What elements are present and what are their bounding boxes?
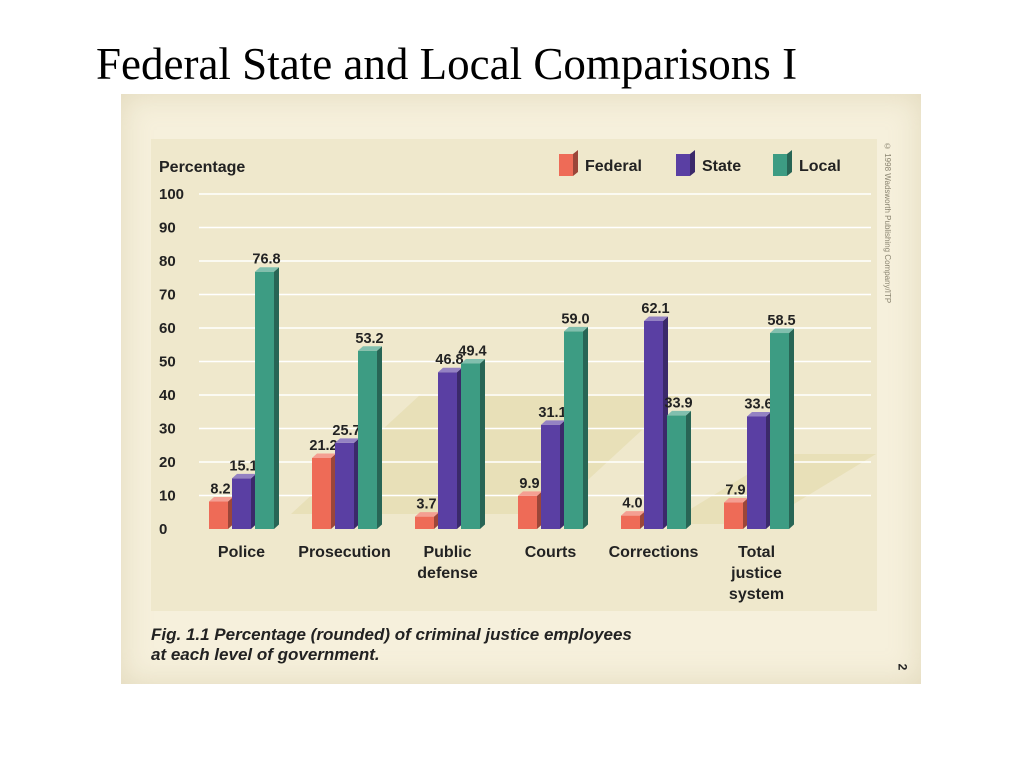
bar-federal [621, 511, 645, 529]
category-label: Prosecution [298, 544, 390, 561]
y-tick-label: 70 [159, 287, 176, 304]
bar-local [564, 326, 588, 529]
bar-federal [312, 453, 336, 529]
y-tick-label: 0 [159, 521, 167, 538]
bar-local [255, 267, 279, 529]
y-tick-label: 60 [159, 320, 176, 337]
y-tick-label: 20 [159, 454, 176, 471]
bar-federal [415, 512, 439, 529]
data-label: 21.2 [309, 438, 337, 454]
caption-line-1: Fig. 1.1 Percentage (rounded) of crimina… [151, 625, 632, 644]
data-label: 76.8 [252, 252, 280, 268]
bar-local [358, 346, 382, 529]
bar-state [747, 411, 771, 529]
legend-item-federal: Federal [559, 150, 642, 176]
bar-state [232, 473, 256, 529]
svg-text:Local: Local [799, 158, 841, 175]
y-tick-label: 80 [159, 253, 176, 270]
data-label: 58.5 [767, 313, 795, 329]
bar-state [644, 316, 668, 529]
legend-item-local: Local [773, 150, 841, 176]
copyright-credit: © 1998 Wadsworth Publishing Company/ITP [883, 142, 892, 304]
data-label: 49.4 [458, 344, 486, 360]
category-label: Courts [525, 544, 577, 561]
data-label: 62.1 [641, 301, 669, 317]
y-tick-label: 10 [159, 488, 176, 505]
y-tick-label: 50 [159, 354, 176, 371]
y-tick-label: 100 [159, 186, 184, 203]
data-label: 31.1 [538, 405, 566, 421]
bar-local [461, 359, 485, 529]
y-axis-label: Percentage [159, 159, 245, 176]
data-label: 7.9 [725, 483, 745, 499]
bar-federal [518, 491, 542, 529]
caption-line-2: at each level of government. [151, 645, 380, 664]
category-label: Corrections [609, 544, 699, 561]
bar-state [541, 420, 565, 529]
data-label: 15.1 [229, 458, 257, 474]
data-label: 3.7 [416, 497, 436, 513]
category-label: Public defense [417, 544, 478, 582]
bar-state [335, 438, 359, 529]
category-label: Police [218, 544, 265, 561]
data-label: 33.9 [664, 395, 692, 411]
bar-federal [209, 497, 233, 529]
data-label: 59.0 [561, 311, 589, 327]
svg-text:Federal: Federal [585, 158, 642, 175]
figure-scan: © 1998 Wadsworth Publishing Company/ITP … [121, 94, 921, 684]
svg-text:State: State [702, 158, 741, 175]
y-tick-label: 40 [159, 387, 176, 404]
data-label: 33.6 [744, 396, 772, 412]
figure-caption: Fig. 1.1 Percentage (rounded) of crimina… [151, 625, 751, 665]
y-tick-label: 30 [159, 421, 176, 438]
data-label: 8.2 [210, 482, 230, 498]
data-label: 46.8 [435, 352, 463, 368]
bar-chart: 0 10 20 30 40 50 60 70 80 90 100 Percentage 8.2 21.2 3… [159, 150, 876, 603]
bar-local [667, 410, 691, 529]
data-label: 53.2 [355, 331, 383, 347]
legend-item-state: State [676, 150, 741, 176]
y-tick-label: 90 [159, 220, 176, 237]
bar-state [438, 367, 462, 529]
bar-federal [724, 498, 748, 529]
data-label: 4.0 [622, 496, 642, 512]
data-label: 9.9 [519, 476, 539, 492]
bar-local [770, 328, 794, 529]
slide-title: Federal State and Local Comparisons I [96, 39, 798, 89]
category-label: Total justice system [729, 544, 784, 603]
data-label: 25.7 [332, 423, 360, 439]
